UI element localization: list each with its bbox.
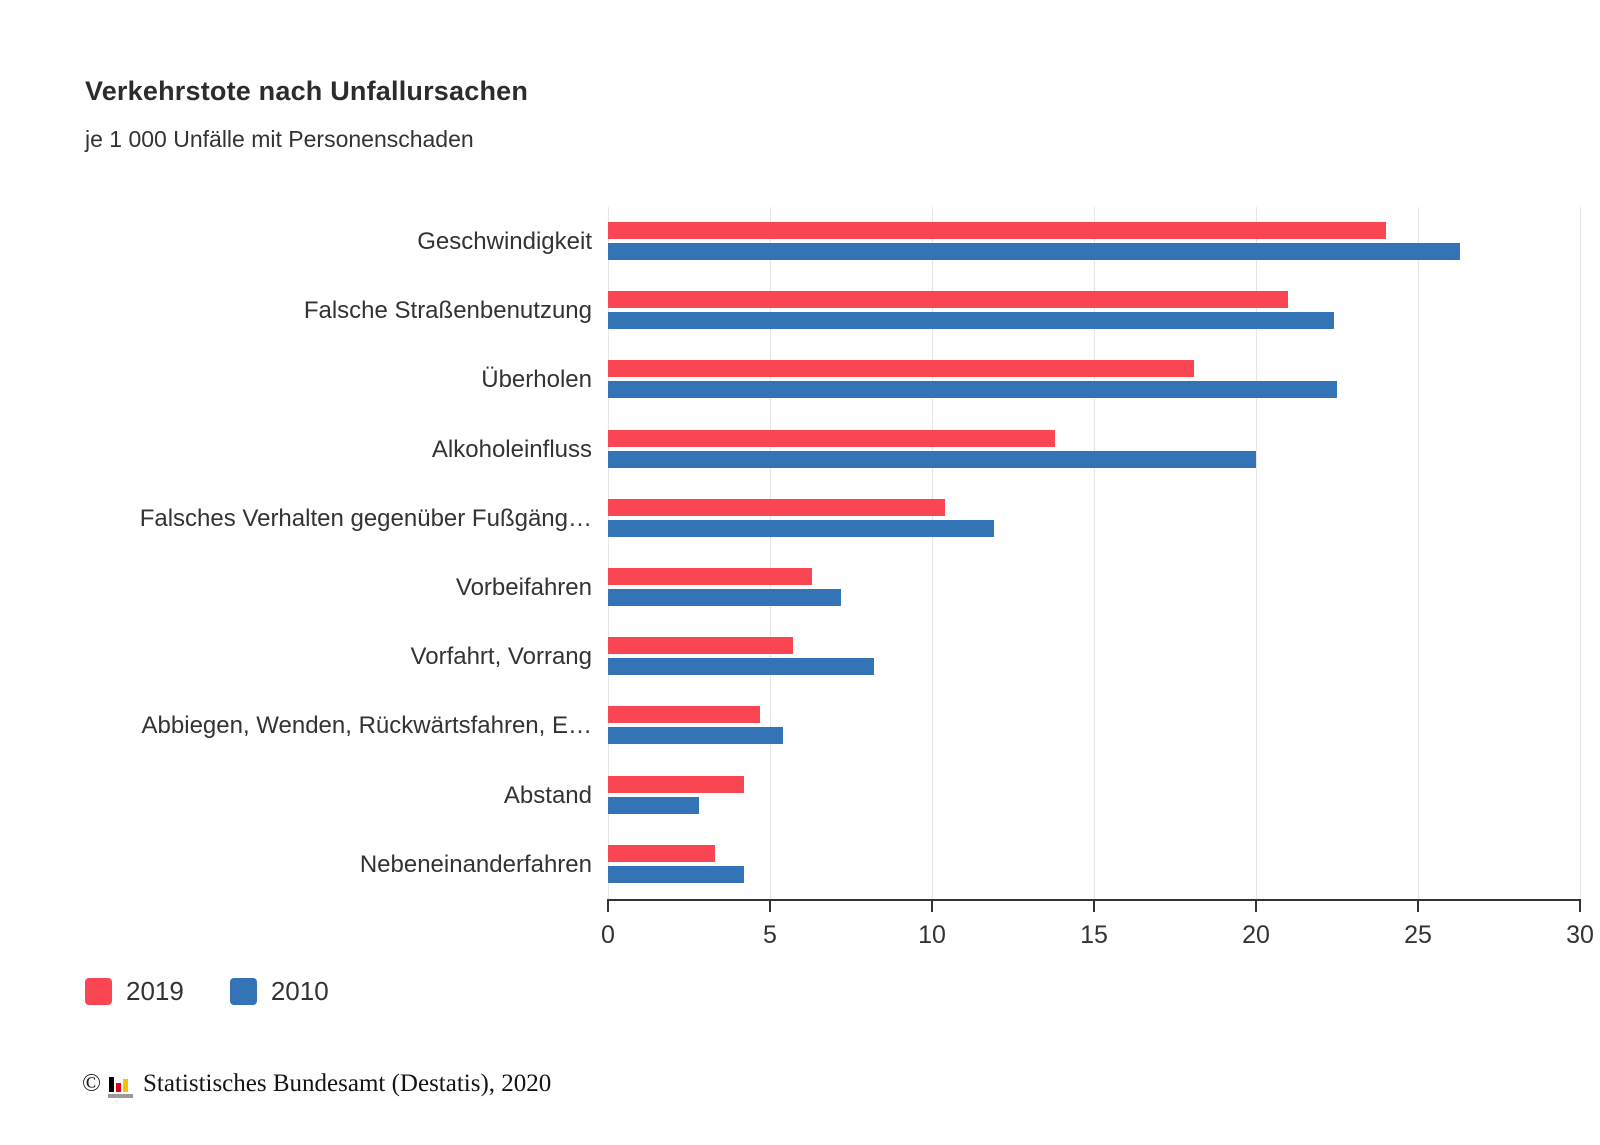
category-label: Nebeneinanderfahren	[359, 850, 592, 878]
bar-2019[interactable]	[608, 291, 1289, 309]
x-axis-tick	[1254, 899, 1257, 912]
x-axis-tick	[1417, 899, 1419, 912]
legend: 2019 2010	[85, 976, 375, 1007]
legend-item-2019[interactable]: 2019	[85, 976, 184, 1007]
gridline	[1418, 207, 1419, 899]
bar-2010[interactable]	[608, 519, 994, 537]
x-axis-tick-label: 20	[1242, 921, 1270, 949]
category-label: Alkoholeinfluss	[431, 435, 592, 463]
gridline	[1094, 207, 1095, 899]
gridline	[1580, 207, 1581, 899]
x-axis-tick	[1093, 899, 1095, 912]
bar-2010[interactable]	[608, 658, 874, 676]
gridline	[608, 207, 609, 899]
category-label: Falsche Straßenbenutzung	[303, 297, 592, 325]
source-text: Statistisches Bundesamt (Destatis), 2020	[143, 1070, 552, 1097]
bar-2019[interactable]	[608, 568, 813, 585]
legend-label: 2010	[270, 976, 329, 1006]
gridline	[1255, 207, 1257, 899]
bar-2010[interactable]	[608, 865, 745, 883]
x-axis-tick-label: 15	[1080, 921, 1108, 949]
x-axis-tick-label: 10	[918, 921, 946, 949]
x-axis-tick-label: 5	[763, 921, 777, 949]
x-axis-tick	[607, 899, 609, 912]
bar-2019[interactable]	[608, 360, 1195, 378]
x-axis-tick	[768, 899, 771, 912]
bar-2019[interactable]	[608, 637, 793, 655]
category-label: Vorfahrt, Vorrang	[410, 643, 592, 671]
bar-2010[interactable]	[608, 312, 1334, 330]
gridline	[931, 207, 933, 899]
legend-item-2010[interactable]: 2010	[229, 976, 329, 1007]
legend-swatch-icon	[85, 978, 112, 1005]
bar-2010[interactable]	[608, 243, 1461, 260]
category-label: Vorbeifahren	[455, 574, 592, 601]
legend-swatch-icon	[229, 978, 257, 1005]
bar-2010[interactable]	[608, 589, 842, 606]
category-label: Falsches Verhalten gegenüber Fußgäng…	[139, 504, 592, 532]
category-label: Geschwindigkeit	[417, 228, 592, 255]
bar-2019[interactable]	[608, 222, 1386, 239]
category-label: Abbiegen, Wenden, Rückwärtsfahren, E…	[141, 712, 592, 740]
legend-label: 2019	[126, 976, 184, 1006]
bar-2010[interactable]	[608, 796, 699, 814]
bar-2010[interactable]	[608, 450, 1256, 468]
bar-2010[interactable]	[608, 381, 1337, 399]
category-label: Überholen	[481, 366, 592, 394]
x-axis-tick-label: 25	[1404, 921, 1432, 949]
source-credit: © Statistisches Bundesamt (Destatis), 20…	[82, 1070, 551, 1098]
copyright-symbol: ©	[82, 1070, 101, 1097]
bar-2010[interactable]	[608, 727, 783, 745]
destatis-logo-icon	[108, 1071, 133, 1098]
bar-2019[interactable]	[608, 706, 761, 724]
bar-2019[interactable]	[608, 429, 1056, 447]
x-axis-tick	[930, 899, 933, 912]
x-axis-tick	[1579, 899, 1581, 912]
bar-2019[interactable]	[608, 498, 945, 516]
chart-subtitle: je 1 000 Unfälle mit Personenschaden	[85, 126, 474, 152]
bar-2019[interactable]	[608, 844, 715, 862]
x-axis-tick-label: 0	[601, 921, 615, 949]
category-label: Abstand	[503, 781, 592, 809]
bar-2019[interactable]	[608, 775, 745, 793]
x-axis-tick-label: 30	[1566, 921, 1594, 949]
plot-area: Geschwindigkeit Falsche Straßenbenutzung Ü…	[140, 207, 1594, 949]
gridline	[769, 207, 771, 899]
chart-title: Verkehrstote nach Unfallursachen	[85, 76, 529, 106]
